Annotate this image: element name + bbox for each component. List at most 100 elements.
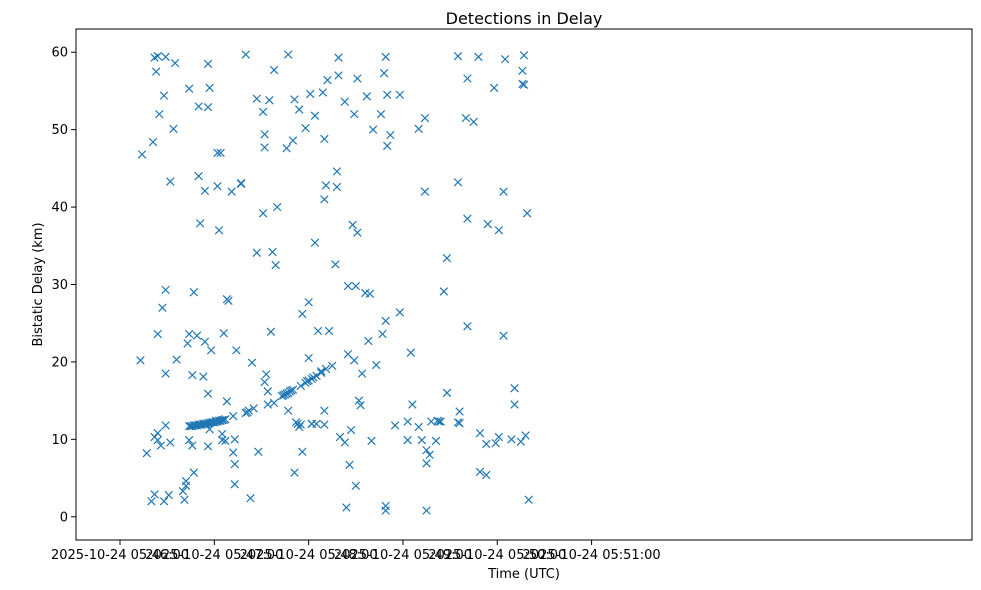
y-tick-label: 40 — [51, 201, 68, 216]
data-point — [463, 322, 472, 331]
data-point — [510, 400, 519, 409]
data-point — [521, 431, 530, 440]
data-point — [304, 353, 313, 363]
data-point — [367, 436, 376, 446]
data-point — [328, 361, 337, 371]
data-point — [294, 105, 304, 114]
data-point — [260, 377, 269, 387]
data-point — [178, 486, 188, 496]
data-point — [283, 50, 293, 59]
data-point — [417, 435, 427, 445]
data-point — [161, 52, 170, 62]
data-point — [153, 51, 162, 61]
data-point — [494, 226, 504, 235]
data-point — [181, 481, 191, 491]
x-tick-label: 2025-10-24 05:46:00 — [51, 548, 189, 563]
data-point — [217, 429, 227, 439]
data-point — [166, 177, 175, 186]
data-point — [155, 109, 164, 119]
data-point — [343, 281, 353, 291]
data-point — [230, 435, 239, 444]
data-point — [379, 68, 389, 78]
data-point — [265, 96, 274, 105]
data-point — [522, 209, 532, 218]
data-point — [334, 71, 343, 80]
data-point — [383, 90, 392, 100]
data-point — [368, 125, 378, 134]
data-point — [321, 364, 331, 374]
data-point — [282, 144, 291, 153]
data-point — [260, 143, 269, 152]
y-tick-label: 20 — [51, 355, 68, 370]
data-point — [320, 420, 329, 429]
data-point — [261, 370, 271, 379]
data-point — [500, 54, 510, 64]
data-point — [332, 182, 342, 192]
data-point — [342, 503, 351, 512]
data-point — [494, 432, 504, 442]
data-point — [422, 445, 431, 455]
data-point — [346, 425, 356, 435]
data-point — [247, 358, 257, 367]
data-point — [332, 167, 342, 176]
x-tick-label: 2025-10-24 05:51:00 — [523, 548, 661, 563]
data-point — [425, 450, 434, 460]
data-point — [221, 436, 230, 446]
data-point — [161, 285, 170, 295]
data-point — [323, 75, 332, 85]
data-point — [381, 52, 390, 62]
data-point — [184, 84, 194, 93]
data-point — [310, 238, 320, 247]
y-tick-label: 10 — [51, 433, 68, 448]
data-point — [153, 329, 162, 339]
data-point — [213, 148, 222, 158]
data-point — [258, 107, 268, 117]
data-point — [156, 441, 166, 450]
data-point — [422, 506, 431, 515]
data-point — [395, 90, 405, 100]
data-point — [436, 417, 445, 426]
data-point — [475, 428, 485, 438]
data-point — [206, 346, 216, 355]
data-point — [189, 288, 199, 297]
data-point — [252, 94, 261, 103]
data-point — [499, 187, 508, 196]
data-point — [203, 442, 213, 451]
data-point — [455, 407, 464, 416]
data-point — [324, 326, 334, 336]
data-point — [461, 113, 471, 123]
data-point — [376, 109, 386, 119]
data-point — [386, 130, 395, 140]
data-point — [390, 421, 400, 430]
data-point — [453, 51, 463, 61]
data-point — [161, 421, 170, 430]
data-point — [340, 438, 350, 447]
data-point — [475, 467, 485, 477]
data-point — [217, 435, 227, 445]
data-point — [161, 369, 170, 378]
data-point — [184, 329, 194, 339]
data-points — [136, 50, 533, 515]
data-point — [150, 490, 159, 499]
data-point — [194, 102, 203, 111]
data-point — [246, 493, 255, 503]
data-point — [406, 348, 416, 357]
data-point — [519, 51, 529, 60]
data-point — [296, 420, 306, 429]
data-point — [312, 419, 321, 429]
data-point — [219, 329, 228, 338]
data-point — [414, 422, 423, 432]
data-point — [351, 281, 361, 291]
data-point — [345, 460, 354, 470]
data-point — [254, 447, 263, 456]
data-point — [203, 59, 213, 69]
data-point — [403, 435, 412, 445]
data-point — [312, 371, 321, 381]
data-point — [474, 52, 483, 62]
data-point — [320, 134, 329, 144]
data-point — [334, 53, 343, 62]
data-point — [340, 97, 350, 107]
data-point — [172, 355, 181, 364]
data-point — [442, 253, 452, 263]
data-point — [313, 326, 323, 336]
